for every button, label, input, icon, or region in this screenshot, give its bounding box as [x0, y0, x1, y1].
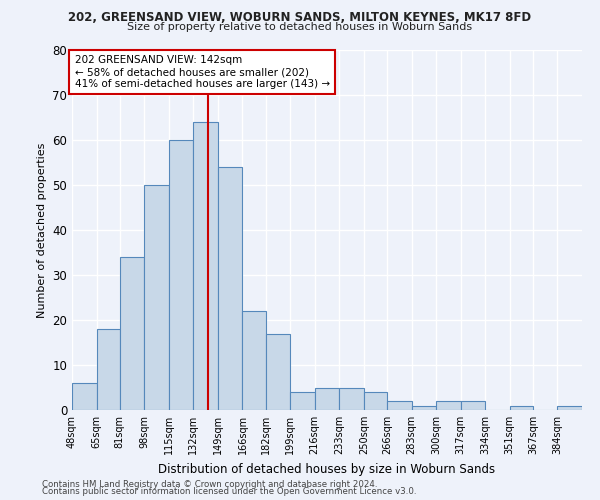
Bar	[436, 401, 461, 410]
Text: Contains public sector information licensed under the Open Government Licence v3: Contains public sector information licen…	[42, 488, 416, 496]
Bar	[169, 140, 193, 410]
X-axis label: Distribution of detached houses by size in Woburn Sands: Distribution of detached houses by size …	[158, 462, 496, 475]
Bar	[339, 388, 364, 410]
Bar	[315, 388, 339, 410]
Bar	[461, 401, 485, 410]
Text: 202, GREENSAND VIEW, WOBURN SANDS, MILTON KEYNES, MK17 8FD: 202, GREENSAND VIEW, WOBURN SANDS, MILTO…	[68, 11, 532, 24]
Bar	[510, 406, 533, 410]
Bar	[72, 383, 97, 410]
Bar	[290, 392, 315, 410]
Bar	[266, 334, 290, 410]
Bar	[242, 311, 266, 410]
Text: Size of property relative to detached houses in Woburn Sands: Size of property relative to detached ho…	[127, 22, 473, 32]
Text: Contains HM Land Registry data © Crown copyright and database right 2024.: Contains HM Land Registry data © Crown c…	[42, 480, 377, 489]
Bar	[218, 167, 242, 410]
Bar	[97, 329, 119, 410]
Bar	[119, 257, 144, 410]
Bar	[412, 406, 436, 410]
Bar	[364, 392, 387, 410]
Bar	[387, 401, 412, 410]
Y-axis label: Number of detached properties: Number of detached properties	[37, 142, 47, 318]
Bar	[557, 406, 582, 410]
Bar	[144, 185, 169, 410]
Bar	[193, 122, 218, 410]
Text: 202 GREENSAND VIEW: 142sqm
← 58% of detached houses are smaller (202)
41% of sem: 202 GREENSAND VIEW: 142sqm ← 58% of deta…	[74, 56, 329, 88]
